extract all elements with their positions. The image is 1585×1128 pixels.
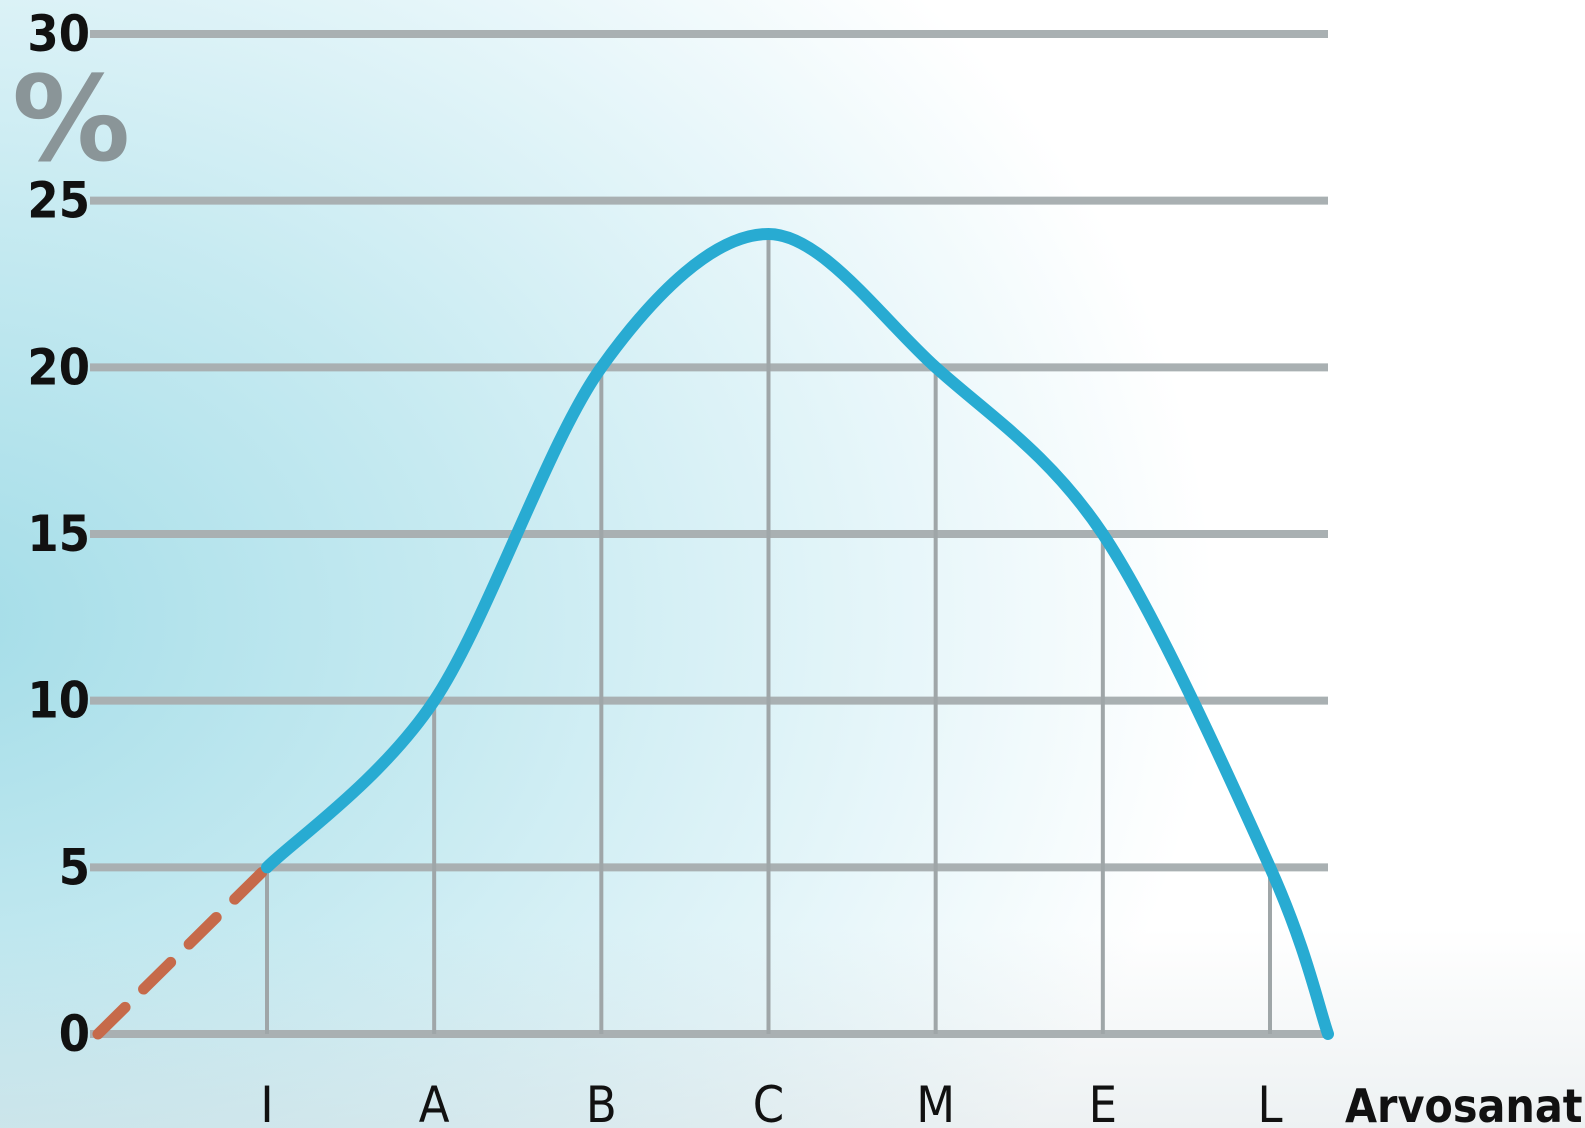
y-tick-label-0: 0 xyxy=(59,1005,90,1063)
y-tick-label-20: 20 xyxy=(27,338,90,396)
x-tick-label-M: M xyxy=(916,1076,955,1128)
y-axis-label: % xyxy=(12,50,130,188)
x-tick-label-E: E xyxy=(1089,1076,1117,1128)
y-tick-label-15: 15 xyxy=(27,505,90,563)
y-axis-ticks: 0 5 10 15 20 25 30 xyxy=(27,5,90,1063)
x-tick-label-C: C xyxy=(753,1076,784,1128)
y-tick-label-5: 5 xyxy=(59,838,90,896)
y-tick-label-25: 25 xyxy=(27,172,90,230)
x-tick-label-I: I xyxy=(260,1076,273,1128)
extrapolation-dashed-line xyxy=(92,861,273,1040)
vertical-gridlines xyxy=(265,234,1272,1034)
series-lines xyxy=(92,228,1334,1040)
x-tick-label-L: L xyxy=(1257,1076,1282,1128)
horizontal-gridlines xyxy=(90,30,1328,1038)
y-tick-label-30: 30 xyxy=(27,5,90,63)
x-tick-label-B: B xyxy=(586,1076,617,1128)
x-axis-label: Arvosanat xyxy=(1345,1079,1583,1128)
x-tick-label-A: A xyxy=(419,1076,450,1128)
y-tick-label-10: 10 xyxy=(27,672,90,730)
series-line xyxy=(261,228,1334,1040)
